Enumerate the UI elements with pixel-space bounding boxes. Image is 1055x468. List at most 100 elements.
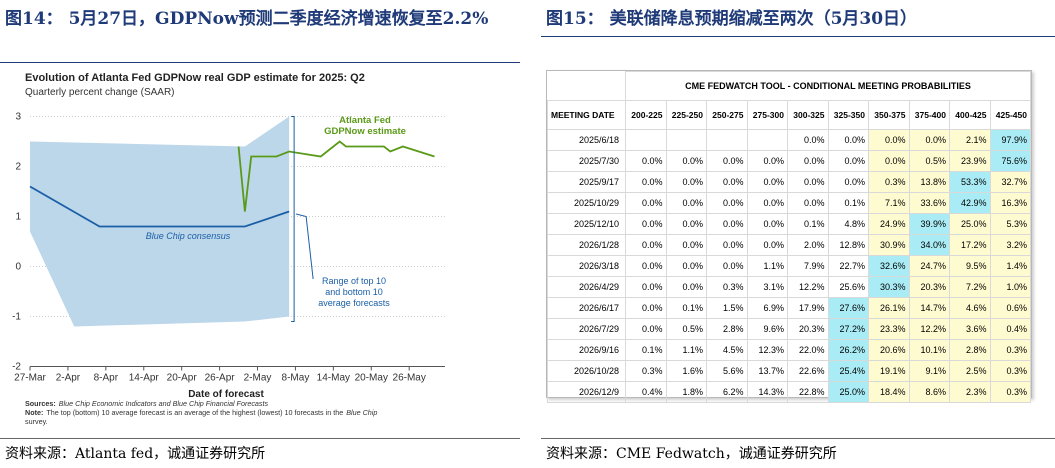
- probability-cell: 0.0%: [868, 129, 910, 151]
- meeting-date-cell: 2025/7/30: [547, 150, 626, 172]
- bluechip-line: [29, 185, 290, 228]
- column-header-rate: 275-300: [746, 100, 788, 130]
- meeting-date-cell: 2026/1/28: [547, 234, 626, 256]
- probability-cell: 0.3%: [989, 360, 1031, 382]
- x-axis-label: Date of forecast: [188, 389, 264, 400]
- probability-cell: 0.0%: [665, 234, 707, 256]
- probability-cell: 6.9%: [746, 297, 788, 319]
- probability-cell: 5.6%: [706, 360, 748, 382]
- probability-cell: 25.4%: [827, 360, 869, 382]
- probability-cell: [625, 129, 667, 151]
- probability-cell: 1.8%: [665, 381, 707, 403]
- gdpnow-line: [237, 140, 435, 212]
- probability-cell: 1.1%: [746, 255, 788, 277]
- column-header-rate: 325-350: [827, 100, 869, 130]
- x-tick-label: 8-May: [282, 373, 310, 384]
- gdpnow-annotation: Atlanta Fed GDPNow estimate: [324, 115, 406, 137]
- probability-cell: 3.2%: [989, 234, 1031, 256]
- probability-cell: 0.0%: [746, 234, 788, 256]
- probability-cell: 0.0%: [625, 255, 667, 277]
- probability-cell: 17.2%: [949, 234, 991, 256]
- probability-cell: 32.6%: [868, 255, 910, 277]
- probability-cell: 26.1%: [868, 297, 910, 319]
- probability-cell: 0.5%: [665, 318, 707, 340]
- probability-cell: 9.6%: [746, 318, 788, 340]
- probability-cell: 12.2%: [908, 318, 950, 340]
- x-tick-label: 27-Mar: [14, 373, 46, 384]
- probability-cell: 0.0%: [665, 150, 707, 172]
- range-leader-line: [295, 213, 314, 280]
- probability-cell: 20.3%: [787, 318, 829, 340]
- x-tick-label: 26-Apr: [205, 373, 236, 384]
- table-row: 2025/12/10 0.0% 0.0% 0.0% 0.0% 0.1% 4.8% 24.9% 3…: [547, 213, 1031, 235]
- note-line-1: Note: The top (bottom) 10 average forecas…: [25, 408, 377, 417]
- probability-cell: 2.1%: [949, 129, 991, 151]
- probability-cell: 0.0%: [625, 192, 667, 214]
- probability-cell: 24.9%: [868, 213, 910, 235]
- y-tick-label: 3: [15, 112, 21, 123]
- probability-cell: 32.7%: [989, 171, 1031, 193]
- probability-cell: 0.0%: [625, 213, 667, 235]
- figure-15-title: 图15： 美联储降息预期缩减至两次（5月30日）: [546, 9, 918, 29]
- probability-cell: 0.5%: [908, 150, 950, 172]
- probability-cell: 0.0%: [746, 192, 788, 214]
- meeting-date-cell: 2026/6/17: [547, 297, 626, 319]
- probability-cell: 22.0%: [787, 339, 829, 361]
- fedwatch-table: CME FEDWATCH TOOL - CONDITIONAL MEETING …: [547, 71, 1031, 403]
- probability-cell: 24.7%: [908, 255, 950, 277]
- probability-cell: 5.3%: [989, 213, 1031, 235]
- probability-cell: 0.0%: [827, 150, 869, 172]
- probability-cell: 0.0%: [625, 171, 667, 193]
- y-tick-label: 1: [15, 212, 21, 223]
- probability-cell: 0.0%: [706, 150, 748, 172]
- probability-cell: 0.0%: [787, 192, 829, 214]
- probability-cell: 18.4%: [868, 381, 910, 403]
- probability-cell: 20.6%: [868, 339, 910, 361]
- probability-cell: 0.0%: [625, 276, 667, 298]
- probability-cell: 0.0%: [625, 318, 667, 340]
- probability-cell: 2.8%: [706, 318, 748, 340]
- probability-cell: 30.3%: [868, 276, 910, 298]
- meeting-date-cell: 2025/9/17: [547, 171, 626, 193]
- probability-cell: 0.0%: [665, 171, 707, 193]
- probability-cell: 3.1%: [746, 276, 788, 298]
- probability-cell: 0.4%: [625, 381, 667, 403]
- probability-cell: 0.0%: [787, 150, 829, 172]
- chart-subtitle: Quarterly percent change (SAAR): [25, 87, 175, 98]
- table-row: 2026/1/28 0.0% 0.0% 0.0% 0.0% 2.0% 12.8% 30.9% 3…: [547, 234, 1031, 256]
- probability-cell: 6.2%: [706, 381, 748, 403]
- probability-cell: 1.0%: [989, 276, 1031, 298]
- meeting-date-cell: 2026/7/29: [547, 318, 626, 340]
- probability-cell: 22.6%: [787, 360, 829, 382]
- meeting-date-cell: 2025/12/10: [547, 213, 626, 235]
- source-rule: [0, 438, 520, 439]
- probability-cell: 19.1%: [868, 360, 910, 382]
- probability-cell: 0.0%: [665, 192, 707, 214]
- probability-cell: 25.6%: [827, 276, 869, 298]
- probability-cell: 97.9%: [989, 129, 1031, 151]
- column-header-rate: 425-450: [989, 100, 1031, 130]
- probability-cell: 53.3%: [949, 171, 991, 193]
- probability-cell: 16.3%: [989, 192, 1031, 214]
- probability-cell: 0.0%: [908, 129, 950, 151]
- probability-cell: 0.3%: [625, 360, 667, 382]
- probability-cell: 0.6%: [989, 297, 1031, 319]
- probability-cell: 0.0%: [706, 213, 748, 235]
- probability-cell: 10.1%: [908, 339, 950, 361]
- x-tick-label: 26-May: [393, 373, 426, 384]
- probability-cell: 0.4%: [989, 318, 1031, 340]
- probability-cell: 1.4%: [989, 255, 1031, 277]
- x-tick-label: 2-Apr: [56, 373, 81, 384]
- table-row: 2026/4/29 0.0% 0.0% 0.3% 3.1% 12.2% 25.6% 30.3%…: [547, 276, 1031, 298]
- table-row: 2026/6/17 0.0% 0.1% 1.5% 6.9% 17.9% 27.6% 26.1%…: [547, 297, 1031, 319]
- forecast-range-band: [30, 116, 290, 327]
- probability-cell: 4.5%: [706, 339, 748, 361]
- probability-cell: 0.1%: [625, 339, 667, 361]
- probability-cell: 12.3%: [746, 339, 788, 361]
- probability-cell: 25.0%: [827, 381, 869, 403]
- probability-cell: 0.0%: [706, 171, 748, 193]
- probability-cell: 17.9%: [787, 297, 829, 319]
- probability-cell: 7.1%: [868, 192, 910, 214]
- probability-cell: 13.7%: [746, 360, 788, 382]
- probability-cell: [746, 129, 788, 151]
